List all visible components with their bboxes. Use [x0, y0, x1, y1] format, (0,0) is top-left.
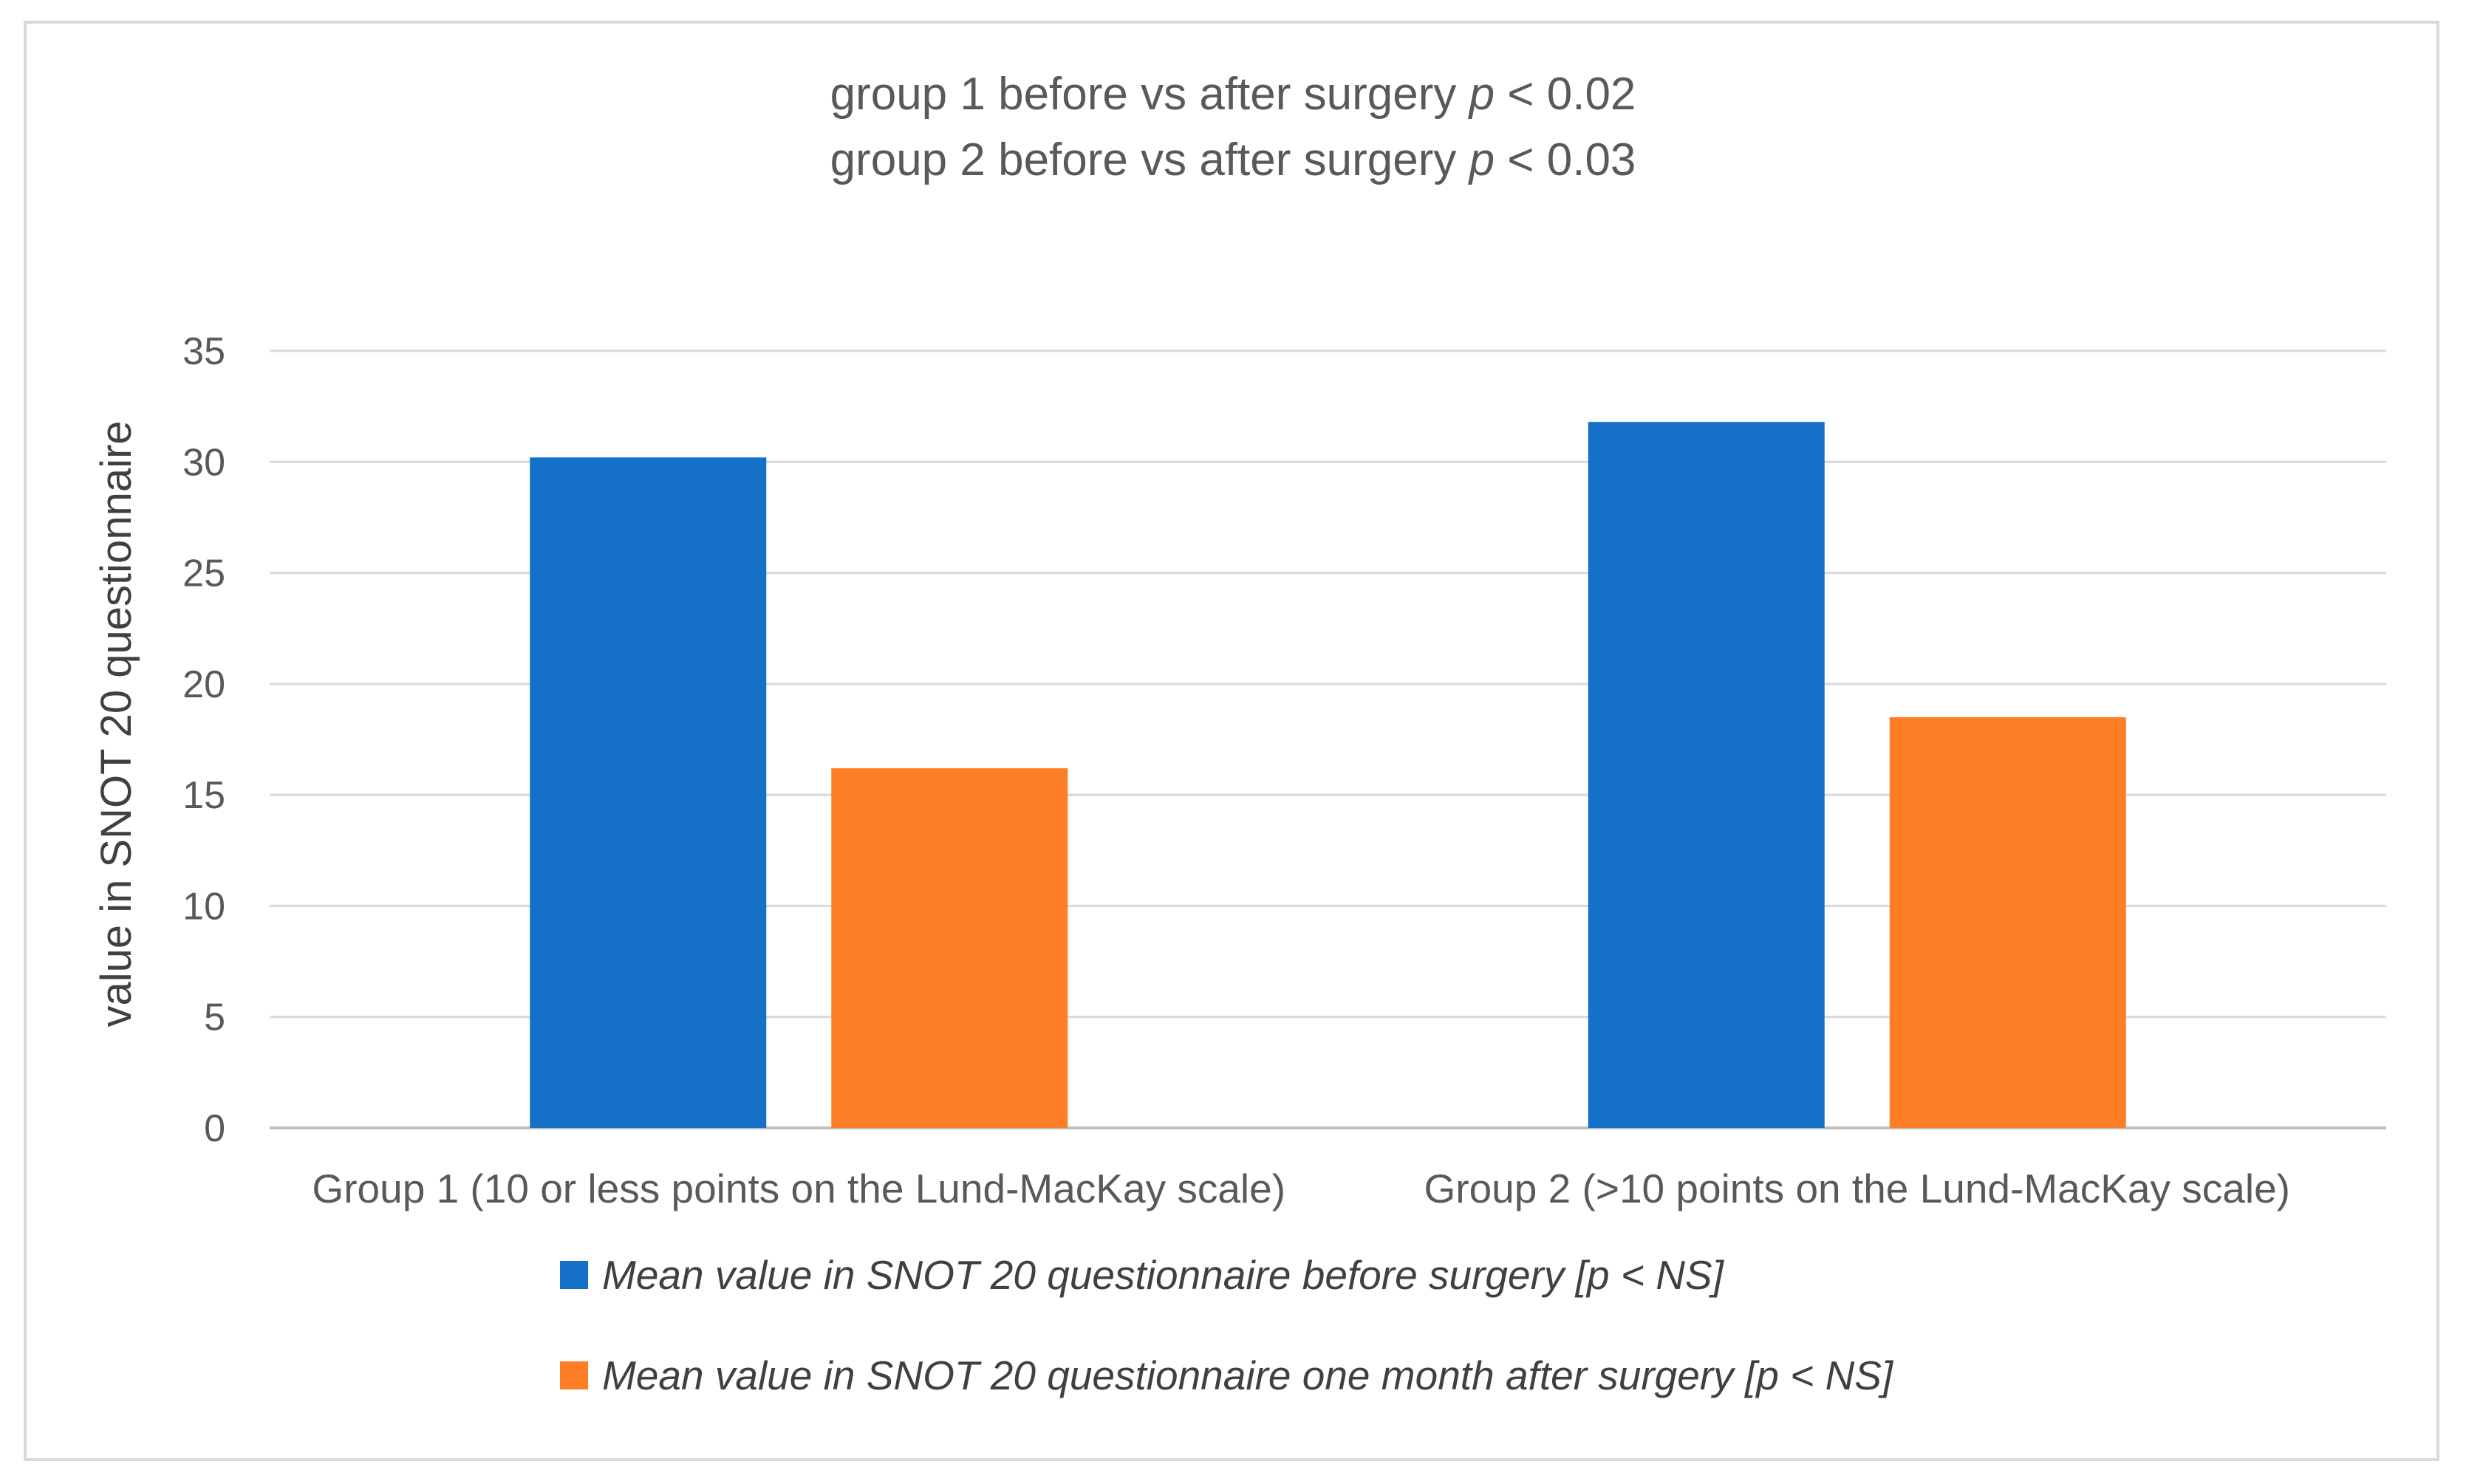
y-tick-label: 15: [182, 774, 225, 817]
bar-after-group-2: [1889, 717, 2126, 1128]
y-tick-label: 0: [204, 1107, 225, 1150]
bar-after-group-1: [831, 768, 1068, 1128]
y-tick-label: 30: [182, 441, 225, 484]
legend-label-1: Mean value in SNOT 20 questionnaire befo…: [602, 1252, 1725, 1298]
title-line-2: group 2 before vs after surgery p < 0.03: [830, 134, 1636, 185]
title-line-1-suffix: < 0.02: [1495, 69, 1636, 120]
category-label-2: Group 2 (>10 points on the Lund-MacKay s…: [1424, 1166, 2290, 1211]
y-tick-label: 35: [182, 330, 225, 373]
title-line-1-prefix: group 1 before vs after surgery: [830, 69, 1469, 120]
title-line-2-p: p: [1468, 134, 1495, 185]
title-line-1: group 1 before vs after surgery p < 0.02: [830, 69, 1636, 120]
y-tick-label: 20: [182, 663, 225, 706]
legend-swatch-2: [560, 1361, 588, 1389]
y-tick-label: 25: [182, 553, 225, 595]
title-line-2-suffix: < 0.03: [1495, 134, 1636, 185]
bars: [530, 422, 2126, 1128]
legend-swatch-1: [560, 1261, 588, 1289]
title-line-1-p: p: [1468, 69, 1495, 120]
category-label-1: Group 1 (10 or less points on the Lund-M…: [312, 1166, 1285, 1211]
category-labels: Group 1 (10 or less points on the Lund-M…: [312, 1166, 2290, 1211]
legend-label-2: Mean value in SNOT 20 questionnaire one …: [602, 1353, 1894, 1398]
chart-title: group 1 before vs after surgery p < 0.02…: [830, 69, 1636, 185]
y-axis-label: value in SNOT 20 questionnaire: [92, 420, 140, 1027]
title-line-2-prefix: group 2 before vs after surgery: [830, 134, 1469, 185]
y-tick-labels: 0 5 10 15 20 25 30 35: [182, 330, 225, 1150]
y-tick-label: 5: [204, 996, 225, 1039]
y-tick-label: 10: [182, 885, 225, 928]
bar-before-group-2: [1588, 422, 1825, 1128]
legend: Mean value in SNOT 20 questionnaire befo…: [560, 1252, 1894, 1398]
bar-before-group-1: [530, 457, 767, 1128]
